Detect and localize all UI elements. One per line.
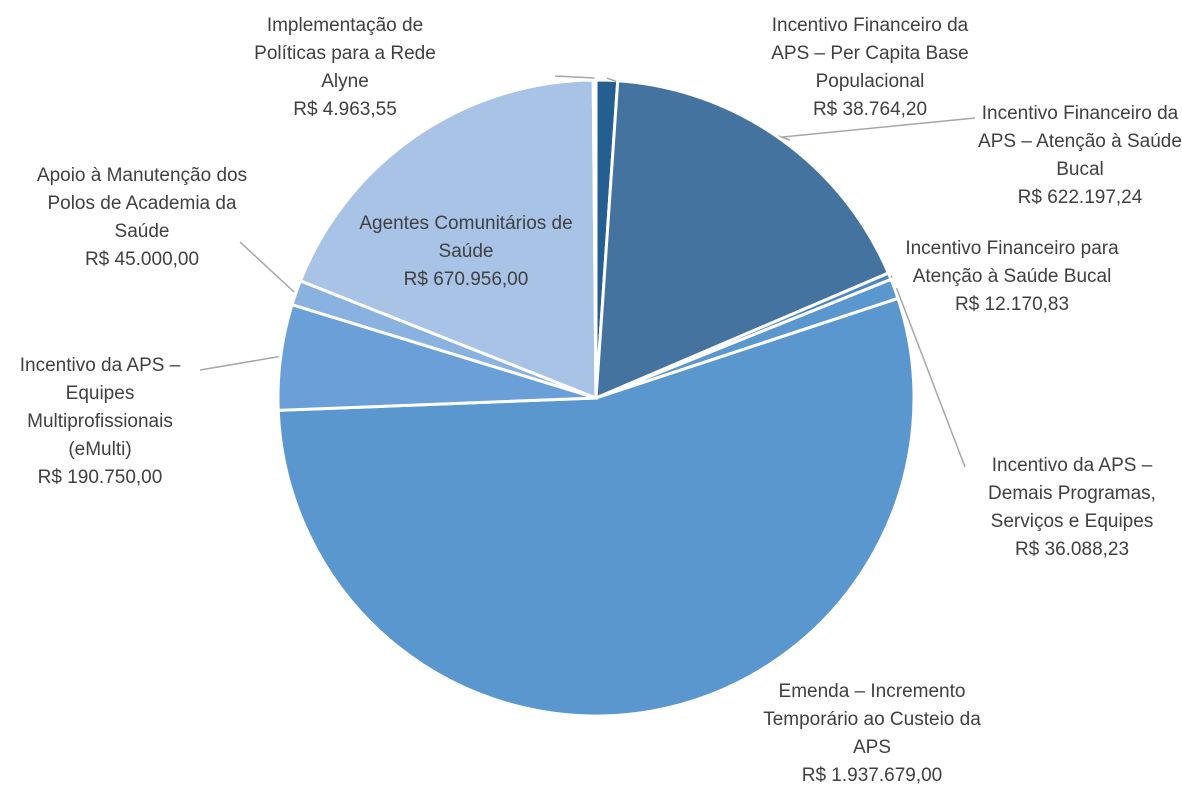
slice-value: R$ 190.750,00 xyxy=(0,464,200,492)
slice-value: R$ 670.956,00 xyxy=(351,266,581,294)
slice-name: Emenda – Incremento Temporário ao Custei… xyxy=(757,678,987,762)
leader-line xyxy=(200,357,279,370)
slice-value: R$ 12.170,83 xyxy=(897,291,1127,319)
slice-name: Incentivo da APS – Demais Programas, Ser… xyxy=(957,452,1182,536)
slice-value: R$ 38.764,20 xyxy=(765,96,975,124)
data-label: Incentivo Financeiro para Atenção à Saúd… xyxy=(897,235,1127,319)
slice-value: R$ 4.963,55 xyxy=(240,96,450,124)
slice-name: Incentivo da APS – Equipes Multiprofissi… xyxy=(0,352,200,464)
data-label: Emenda – Incremento Temporário ao Custei… xyxy=(757,678,987,790)
data-label: Apoio à Manutenção dos Polos de Academia… xyxy=(27,162,257,274)
chart: Incentivo Financeiro da APS – Per Capita… xyxy=(0,0,1182,787)
slice-value: R$ 622.197,24 xyxy=(975,184,1182,212)
slice-name: Agentes Comunitários de Saúde xyxy=(351,210,581,266)
data-label: Incentivo da APS – Equipes Multiprofissi… xyxy=(0,352,200,492)
slice-name: Incentivo Financeiro da APS – Per Capita… xyxy=(765,12,975,96)
slice-value: R$ 1.937.679,00 xyxy=(757,762,987,790)
slice-name: Incentivo Financeiro para Atenção à Saúd… xyxy=(897,235,1127,291)
leader-line xyxy=(555,76,595,78)
data-label: Incentivo da APS – Demais Programas, Ser… xyxy=(957,452,1182,564)
slice-name: Implementação de Políticas para a Rede A… xyxy=(240,12,450,96)
data-label: Incentivo Financeiro da APS – Atenção à … xyxy=(975,100,1182,212)
data-label: Incentivo Financeiro da APS – Per Capita… xyxy=(765,12,975,124)
slice-value: R$ 36.088,23 xyxy=(957,536,1182,564)
slice-name: Apoio à Manutenção dos Polos de Academia… xyxy=(27,162,257,246)
slice-name: Incentivo Financeiro da APS – Atenção à … xyxy=(975,100,1182,184)
slice-value: R$ 45.000,00 xyxy=(27,246,257,274)
data-label: Implementação de Políticas para a Rede A… xyxy=(240,12,450,124)
